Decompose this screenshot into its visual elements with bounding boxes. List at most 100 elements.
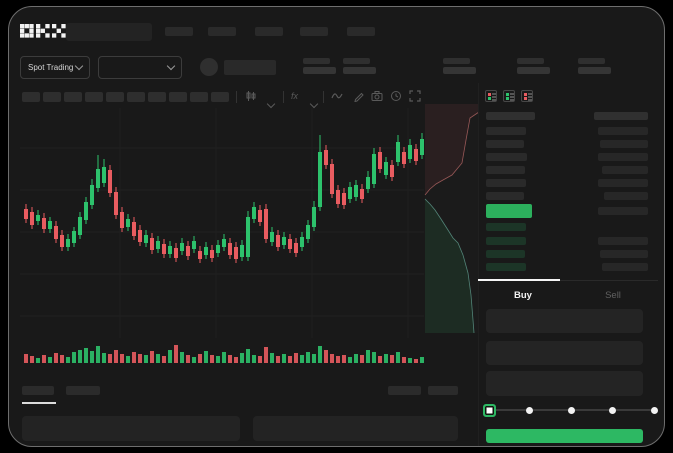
ask-amount-placeholder[interactable] (598, 127, 648, 135)
bottom-tab-open-orders[interactable] (22, 386, 54, 395)
indicator-fx-icon[interactable]: fx (291, 91, 299, 101)
volume-bar (330, 354, 334, 363)
volume-bar (336, 356, 340, 363)
candle-body (78, 217, 82, 235)
draw-icon[interactable] (353, 90, 365, 102)
buy-submit-button[interactable] (486, 429, 643, 443)
candle-body (252, 207, 256, 219)
stat-label-placeholder (303, 58, 330, 64)
candle-body (198, 251, 202, 259)
bottom-action-placeholder[interactable] (428, 386, 458, 395)
ask-price-placeholder[interactable] (486, 127, 526, 135)
candle-body (318, 152, 322, 207)
slider-stop-dot[interactable] (526, 406, 533, 414)
bid-amount-placeholder[interactable] (602, 263, 648, 271)
bid-price-placeholder[interactable] (486, 263, 526, 271)
interval-button[interactable] (190, 92, 208, 102)
tab-buy[interactable]: Buy (514, 290, 532, 301)
volume-bar (318, 346, 322, 363)
bid-price-placeholder[interactable] (486, 237, 526, 245)
volume-bar (84, 348, 88, 363)
ask-price-placeholder[interactable] (486, 192, 524, 200)
volume-bar (66, 357, 70, 363)
nav-item-placeholder[interactable] (347, 27, 375, 36)
volume-bar (372, 352, 376, 363)
candles-icon[interactable] (245, 90, 257, 102)
ask-price-placeholder[interactable] (486, 166, 525, 174)
candle-body (354, 185, 358, 197)
ask-amount-placeholder[interactable] (602, 166, 648, 174)
nav-item-placeholder[interactable] (165, 27, 193, 36)
slider-stop-dot[interactable] (567, 406, 575, 414)
ask-amount-placeholder[interactable] (598, 153, 648, 161)
candle-body (402, 152, 406, 164)
pair-selector[interactable] (98, 56, 182, 79)
candle-body (312, 207, 316, 227)
slider-handle[interactable] (482, 404, 496, 417)
active-tab-indicator (478, 279, 560, 281)
market-type-selector[interactable]: Spot Trading (20, 56, 90, 79)
price-input[interactable] (486, 309, 643, 333)
volume-bar (396, 352, 400, 363)
volume-bar (102, 353, 106, 363)
bid-amount-placeholder[interactable] (598, 237, 648, 245)
volume-bar (402, 357, 406, 363)
toolbar-divider (323, 91, 324, 103)
volume-bar (144, 355, 148, 363)
nav-item-placeholder[interactable] (255, 27, 283, 36)
interval-button[interactable] (43, 92, 61, 102)
interval-button[interactable] (64, 92, 82, 102)
book-bids-icon[interactable] (503, 90, 515, 102)
nav-item-placeholder[interactable] (208, 27, 236, 36)
coin-avatar[interactable] (200, 58, 218, 76)
volume-bar (30, 356, 34, 363)
logo-glyph-x (52, 24, 66, 38)
candle-body (90, 185, 94, 205)
bid-amount-placeholder[interactable] (600, 250, 648, 258)
book-split-icon[interactable] (485, 90, 497, 102)
last-amount-placeholder (598, 207, 648, 215)
ask-amount-placeholder[interactable] (604, 192, 648, 200)
volume-bar (240, 353, 244, 363)
logo-glyph-o (20, 24, 34, 38)
total-input[interactable] (486, 371, 643, 396)
orderbook-panel (478, 83, 659, 446)
interval-button[interactable] (85, 92, 103, 102)
ask-price-placeholder[interactable] (486, 140, 524, 148)
camera-icon[interactable] (371, 90, 383, 102)
volume-bar (234, 357, 238, 363)
bid-price-placeholder[interactable] (486, 223, 526, 231)
line-chart-icon[interactable] (331, 90, 343, 102)
interval-button[interactable] (148, 92, 166, 102)
volume-bar (276, 356, 280, 363)
fullscreen-icon[interactable] (409, 90, 421, 102)
candle-body (168, 246, 172, 254)
bottom-tab-history[interactable] (66, 386, 100, 395)
interval-button[interactable] (22, 92, 40, 102)
nav-item-placeholder[interactable] (300, 27, 328, 36)
bid-price-placeholder[interactable] (486, 250, 525, 258)
slider-stop-dot[interactable] (609, 406, 616, 414)
depth-bid-line (424, 198, 475, 334)
volume-bar (216, 356, 220, 363)
slider-stop-dot[interactable] (650, 406, 658, 414)
ask-price-placeholder[interactable] (486, 179, 526, 187)
interval-button[interactable] (169, 92, 187, 102)
last-price-badge[interactable] (486, 204, 532, 218)
tab-sell[interactable]: Sell (605, 290, 621, 301)
bottom-action-placeholder[interactable] (388, 386, 421, 395)
price-chart[interactable] (9, 7, 665, 447)
ask-price-placeholder[interactable] (486, 153, 527, 161)
okx-logo[interactable] (20, 22, 66, 40)
interval-button[interactable] (211, 92, 229, 102)
interval-button[interactable] (106, 92, 124, 102)
ask-amount-placeholder[interactable] (598, 179, 648, 187)
search-input[interactable] (66, 23, 152, 41)
ask-amount-placeholder[interactable] (600, 140, 648, 148)
interval-button[interactable] (127, 92, 145, 102)
amount-input[interactable] (486, 341, 643, 365)
clock-icon[interactable] (390, 90, 402, 102)
candle-body (156, 241, 160, 249)
candle-body (72, 231, 76, 243)
book-asks-icon[interactable] (521, 90, 533, 102)
